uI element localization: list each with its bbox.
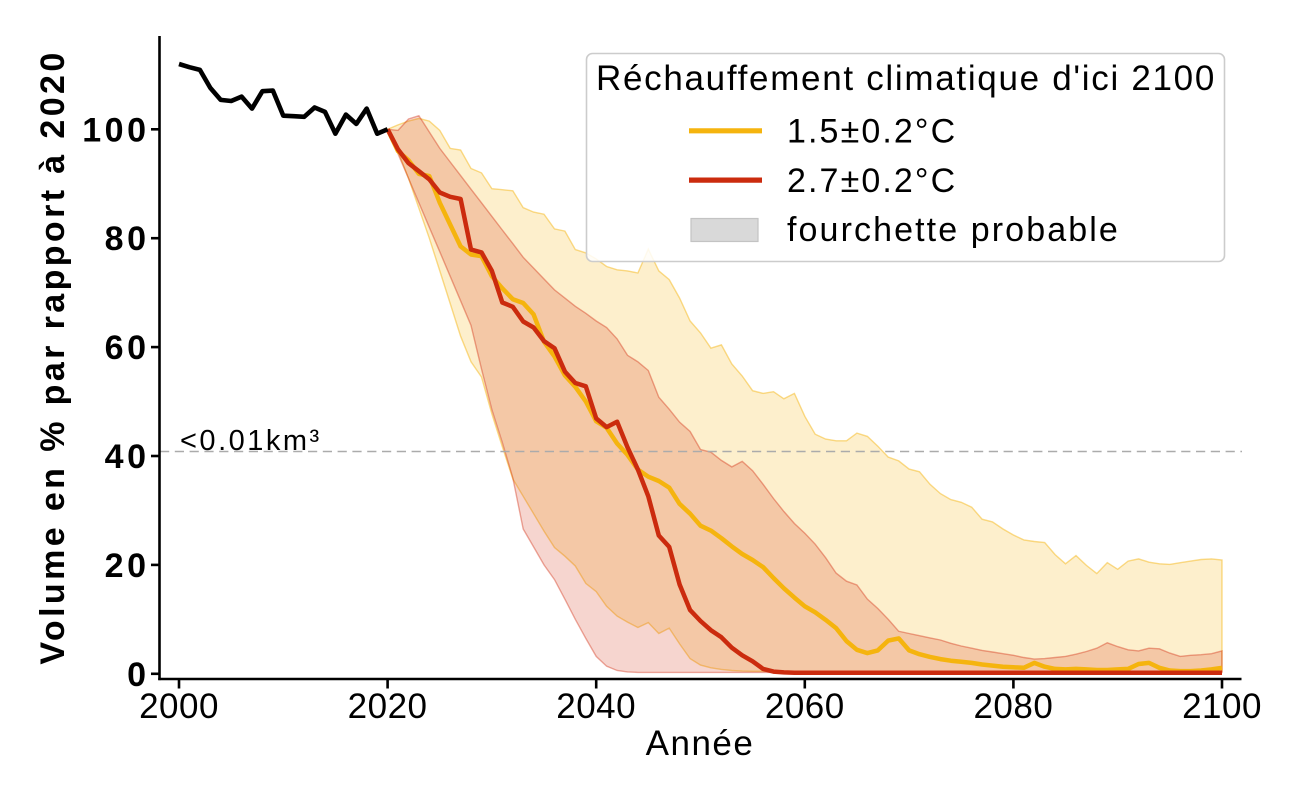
svg-text:20: 20 — [105, 547, 150, 585]
svg-text:2040: 2040 — [556, 687, 636, 726]
svg-text:60: 60 — [105, 329, 150, 367]
svg-text:2080: 2080 — [973, 687, 1053, 726]
svg-text:2060: 2060 — [765, 687, 845, 726]
svg-text:2.7±0.2°C: 2.7±0.2°C — [787, 162, 957, 200]
svg-text:Volume en % par rapport à 2020: Volume en % par rapport à 2020 — [34, 49, 72, 664]
svg-text:2020: 2020 — [348, 687, 428, 726]
svg-text:2000: 2000 — [139, 687, 219, 726]
svg-text:Année: Année — [646, 724, 755, 763]
svg-text:1.5±0.2°C: 1.5±0.2°C — [787, 113, 957, 151]
svg-text:2100: 2100 — [1182, 687, 1262, 726]
svg-text:100: 100 — [82, 111, 149, 149]
svg-text:0: 0 — [127, 656, 149, 694]
svg-text:Réchauffement climatique d'ici: Réchauffement climatique d'ici 2100 — [596, 59, 1216, 98]
svg-text:<0.01km³: <0.01km³ — [180, 425, 322, 457]
svg-text:40: 40 — [105, 438, 150, 476]
svg-text:fourchette probable: fourchette probable — [787, 211, 1120, 249]
svg-text:80: 80 — [105, 220, 150, 258]
